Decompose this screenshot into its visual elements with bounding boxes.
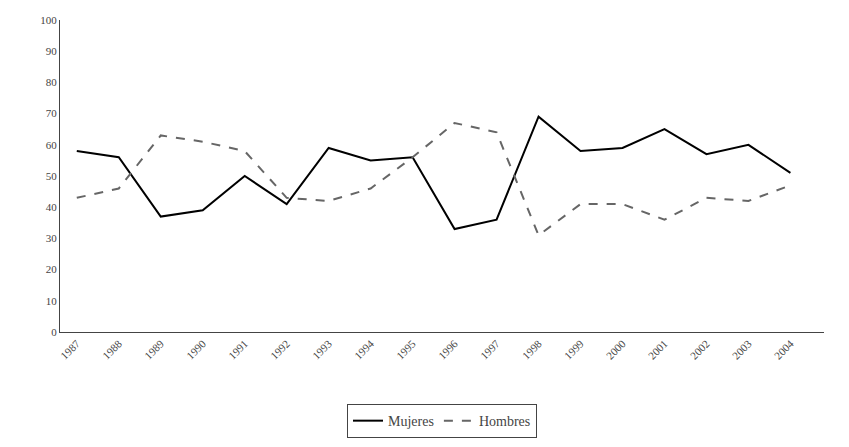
svg-text:50: 50: [46, 170, 58, 182]
svg-text:80: 80: [46, 76, 58, 88]
svg-text:1998: 1998: [520, 337, 544, 361]
svg-text:0: 0: [51, 326, 57, 338]
svg-text:60: 60: [46, 139, 58, 151]
svg-text:30: 30: [46, 232, 58, 244]
svg-text:1999: 1999: [562, 337, 586, 361]
svg-text:Hombres: Hombres: [479, 414, 530, 429]
svg-text:70: 70: [46, 107, 58, 119]
svg-text:1988: 1988: [100, 337, 124, 361]
svg-text:10: 10: [46, 295, 58, 307]
svg-text:1997: 1997: [478, 337, 502, 361]
svg-text:20: 20: [46, 263, 58, 275]
svg-text:100: 100: [40, 14, 57, 26]
svg-text:1991: 1991: [226, 338, 250, 362]
svg-text:Mujeres: Mujeres: [388, 414, 434, 429]
svg-text:90: 90: [46, 45, 58, 57]
svg-text:1995: 1995: [394, 337, 418, 361]
svg-text:1993: 1993: [310, 337, 334, 361]
svg-text:2002: 2002: [688, 338, 712, 362]
svg-text:1990: 1990: [184, 337, 208, 361]
svg-text:1994: 1994: [352, 337, 376, 361]
svg-text:2003: 2003: [730, 337, 754, 361]
svg-text:1989: 1989: [142, 337, 166, 361]
svg-text:2004: 2004: [772, 337, 796, 361]
svg-text:1987: 1987: [58, 337, 82, 361]
svg-text:40: 40: [46, 201, 58, 213]
svg-text:1996: 1996: [436, 337, 460, 361]
svg-text:2001: 2001: [646, 338, 670, 362]
svg-text:1992: 1992: [268, 338, 292, 362]
svg-text:2000: 2000: [604, 337, 628, 361]
